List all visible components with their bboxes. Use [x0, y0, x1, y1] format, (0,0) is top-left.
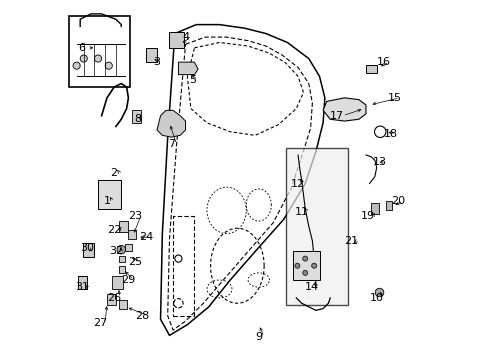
Bar: [119, 221, 127, 232]
Text: 26: 26: [107, 293, 121, 303]
Text: 7: 7: [167, 139, 175, 149]
Text: 18: 18: [383, 129, 397, 139]
Text: 19: 19: [360, 211, 374, 221]
Bar: [124, 244, 132, 251]
Bar: [385, 202, 391, 210]
Text: 10: 10: [369, 293, 383, 303]
Text: 27: 27: [93, 318, 107, 328]
Text: 3: 3: [153, 57, 160, 67]
Text: 22: 22: [107, 225, 121, 235]
Text: 1: 1: [103, 197, 110, 206]
Text: 25: 25: [128, 257, 142, 267]
Text: 21: 21: [344, 236, 358, 246]
Text: 13: 13: [372, 157, 386, 167]
Text: 12: 12: [290, 179, 305, 189]
Polygon shape: [323, 98, 365, 121]
Bar: [119, 300, 126, 309]
Circle shape: [302, 256, 307, 261]
Bar: [285, 148, 347, 305]
Bar: [146, 48, 157, 62]
Text: 32: 32: [109, 247, 122, 256]
Text: 28: 28: [135, 311, 149, 321]
Text: 15: 15: [387, 93, 401, 103]
Text: 6: 6: [78, 43, 85, 53]
Bar: [107, 294, 116, 305]
Bar: [78, 276, 87, 289]
Text: 16: 16: [376, 57, 390, 67]
Text: 17: 17: [329, 111, 344, 121]
Bar: [112, 276, 123, 289]
Text: 23: 23: [128, 211, 142, 221]
Text: 14: 14: [305, 282, 319, 292]
Bar: [83, 243, 94, 257]
Bar: [128, 230, 136, 239]
Circle shape: [94, 55, 102, 62]
Text: 29: 29: [121, 275, 135, 285]
Text: 2: 2: [110, 168, 118, 178]
Text: 31: 31: [75, 282, 89, 292]
Bar: [119, 256, 125, 262]
Text: 20: 20: [390, 197, 405, 206]
Text: 4: 4: [182, 32, 189, 42]
Text: 24: 24: [139, 232, 153, 242]
Text: 5: 5: [189, 75, 196, 85]
Polygon shape: [157, 111, 185, 137]
Polygon shape: [178, 62, 198, 75]
Circle shape: [105, 62, 112, 69]
Bar: [292, 251, 319, 280]
Text: 8: 8: [134, 114, 141, 124]
Circle shape: [294, 263, 299, 268]
Bar: [169, 32, 183, 48]
Text: 11: 11: [294, 207, 308, 217]
Bar: [370, 203, 378, 214]
Text: 9: 9: [255, 332, 262, 342]
Circle shape: [374, 288, 383, 297]
Polygon shape: [98, 180, 121, 208]
Circle shape: [117, 246, 125, 254]
Bar: [119, 266, 125, 273]
Circle shape: [302, 270, 307, 275]
Text: 30: 30: [80, 243, 94, 253]
Circle shape: [73, 62, 80, 69]
Bar: [365, 65, 376, 73]
Circle shape: [311, 263, 316, 268]
Bar: [69, 16, 130, 87]
Circle shape: [80, 55, 87, 62]
Bar: [132, 111, 141, 123]
